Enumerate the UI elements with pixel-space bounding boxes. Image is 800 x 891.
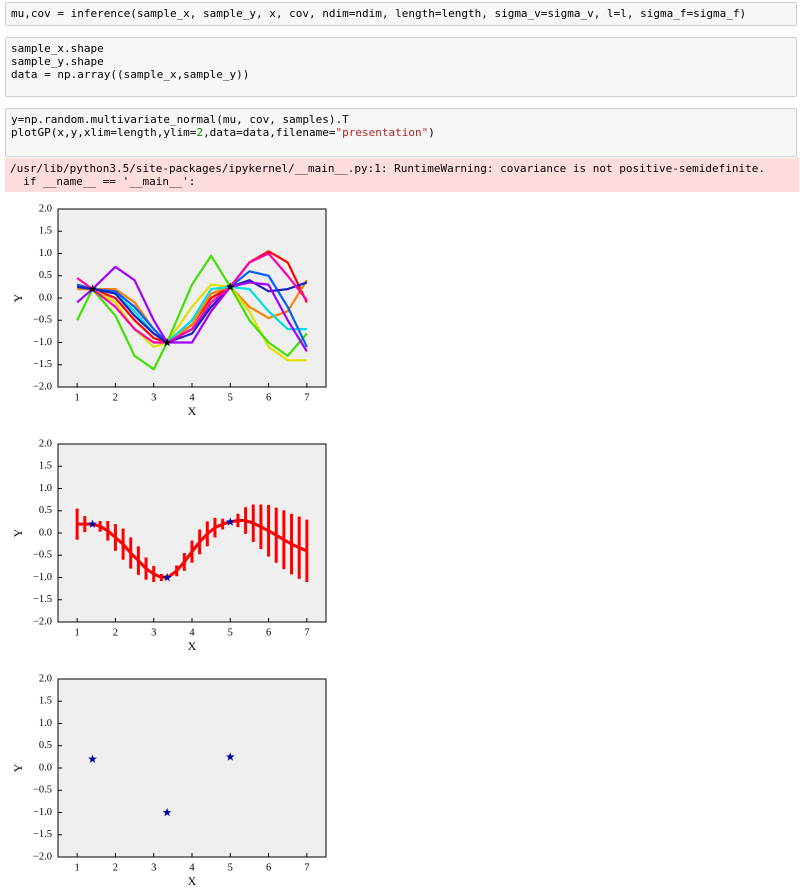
y-tick-label: −1.0 xyxy=(33,572,52,583)
y-tick-label: 1.5 xyxy=(39,461,52,472)
code-line: sample_x.shape xyxy=(11,42,791,55)
series-line xyxy=(76,283,307,362)
sample-point xyxy=(225,517,235,526)
code-token: sample_y.shape xyxy=(11,55,104,68)
sample-point xyxy=(162,337,172,347)
sample-point xyxy=(162,807,172,817)
code-line: sample_y.shape xyxy=(11,55,791,68)
x-tick-label: 7 xyxy=(304,627,309,638)
x-tick-label: 3 xyxy=(151,392,156,403)
code-token: "presentation" xyxy=(335,126,429,139)
y-tick-label: 0.5 xyxy=(39,740,52,751)
code-cell[interactable]: y=np.random.multivariate_normal(mu, cov,… xyxy=(5,108,797,157)
warning-line: if __name__ == '__main__': xyxy=(10,175,196,188)
x-tick-label: 2 xyxy=(113,392,118,403)
code-line: data = np.array((sample_x,sample_y)) xyxy=(11,68,791,81)
y-tick-label: −1.0 xyxy=(33,337,52,348)
code-token: plotGP(x,y,xlim=length,ylim= xyxy=(11,126,197,139)
code-line: plotGP(x,y,xlim=length,ylim=2,data=data,… xyxy=(11,126,791,139)
y-tick-label: −0.5 xyxy=(33,315,52,326)
code-line: mu,cov = inference(sample_x, sample_y, x… xyxy=(11,7,791,20)
y-tick-label: 1.0 xyxy=(39,483,52,494)
y-tick-label: 1.0 xyxy=(39,718,52,729)
x-tick-label: 6 xyxy=(266,862,271,873)
code-token: 2 xyxy=(196,126,204,139)
x-tick-label: 1 xyxy=(75,392,80,403)
x-tick-label: 7 xyxy=(304,862,309,873)
y-tick-label: −2.0 xyxy=(33,616,52,627)
code-token: ,data=data,filename= xyxy=(203,126,336,139)
y-tick-label: 0.0 xyxy=(39,527,52,538)
series-line xyxy=(76,265,308,352)
y-tick-label: 1.0 xyxy=(39,248,52,259)
y-tick-label: −2.0 xyxy=(33,851,52,862)
plot-area xyxy=(58,444,326,622)
sample-point xyxy=(88,519,97,528)
x-tick-label: 3 xyxy=(151,627,156,638)
x-tick-label: 3 xyxy=(151,862,156,873)
y-tick-label: −2.0 xyxy=(33,381,52,392)
x-tick-label: 2 xyxy=(113,627,118,638)
series-line xyxy=(77,519,308,579)
plot-area xyxy=(58,679,326,857)
code-cell[interactable]: sample_x.shape sample_y.shape data = np.ar… xyxy=(5,37,797,97)
x-tick-label: 4 xyxy=(189,392,195,403)
code-token: mu,cov = inference(sample_x, sample_y, x… xyxy=(11,7,747,20)
x-tick-label: 2 xyxy=(113,862,118,873)
y-tick-label: 0.0 xyxy=(39,762,52,773)
plot-frame xyxy=(57,678,327,858)
y-tick-label: −0.5 xyxy=(33,785,52,796)
code-token: data = np.array((sample_x,sample_y)) xyxy=(11,68,250,81)
plot-frame xyxy=(57,443,327,623)
y-tick-label: −1.5 xyxy=(33,594,52,605)
x-axis-label: X xyxy=(188,874,197,888)
x-axis-label: X xyxy=(188,639,197,653)
sample-point xyxy=(162,572,172,582)
x-tick-label: 4 xyxy=(189,862,195,873)
sample-point xyxy=(88,754,97,763)
y-tick-label: −1.5 xyxy=(33,829,52,840)
series-line xyxy=(76,252,308,344)
x-tick-label: 4 xyxy=(189,627,195,638)
x-tick-label: 1 xyxy=(75,862,80,873)
code-line: y=np.random.multivariate_normal(mu, cov,… xyxy=(11,113,791,126)
x-tick-label: 6 xyxy=(266,627,271,638)
y-tick-label: 1.5 xyxy=(39,226,52,237)
sample-point xyxy=(225,752,235,761)
y-tick-label: 1.5 xyxy=(39,696,52,707)
y-tick-label: −0.5 xyxy=(33,550,52,561)
y-tick-label: 2.0 xyxy=(39,438,52,449)
y-tick-label: 0.5 xyxy=(39,505,52,516)
series-line xyxy=(76,279,308,344)
y-axis-label: Y xyxy=(11,293,25,302)
x-axis-label: X xyxy=(188,404,197,418)
series-line xyxy=(76,254,308,371)
y-tick-label: −1.5 xyxy=(33,359,52,370)
x-tick-label: 7 xyxy=(304,392,309,403)
y-tick-label: 2.0 xyxy=(39,203,52,214)
code-token: sample_x.shape xyxy=(11,42,104,55)
plot-frame xyxy=(57,208,327,388)
warning-line: /usr/lib/python3.5/site-packages/ipykern… xyxy=(10,162,765,175)
y-axis-label: Y xyxy=(11,763,25,772)
x-tick-label: 6 xyxy=(266,392,271,403)
series-line xyxy=(77,279,308,344)
y-tick-label: −1.0 xyxy=(33,807,52,818)
y-tick-label: 2.0 xyxy=(39,673,52,684)
sample-point xyxy=(88,284,97,293)
sample-point xyxy=(225,282,235,291)
y-tick-label: 0.0 xyxy=(39,292,52,303)
y-tick-label: 0.5 xyxy=(39,270,52,281)
y-axis-label: Y xyxy=(11,528,25,537)
code-token: y=np.random.multivariate_normal(mu, cov,… xyxy=(11,113,349,126)
x-tick-label: 5 xyxy=(228,627,233,638)
warning-output: /usr/lib/python3.5/site-packages/ipykern… xyxy=(5,158,799,192)
code-token: ) xyxy=(428,126,435,139)
x-tick-label: 5 xyxy=(228,392,233,403)
x-tick-label: 5 xyxy=(228,862,233,873)
code-cell[interactable]: mu,cov = inference(sample_x, sample_y, x… xyxy=(5,2,797,26)
x-tick-label: 1 xyxy=(75,627,80,638)
